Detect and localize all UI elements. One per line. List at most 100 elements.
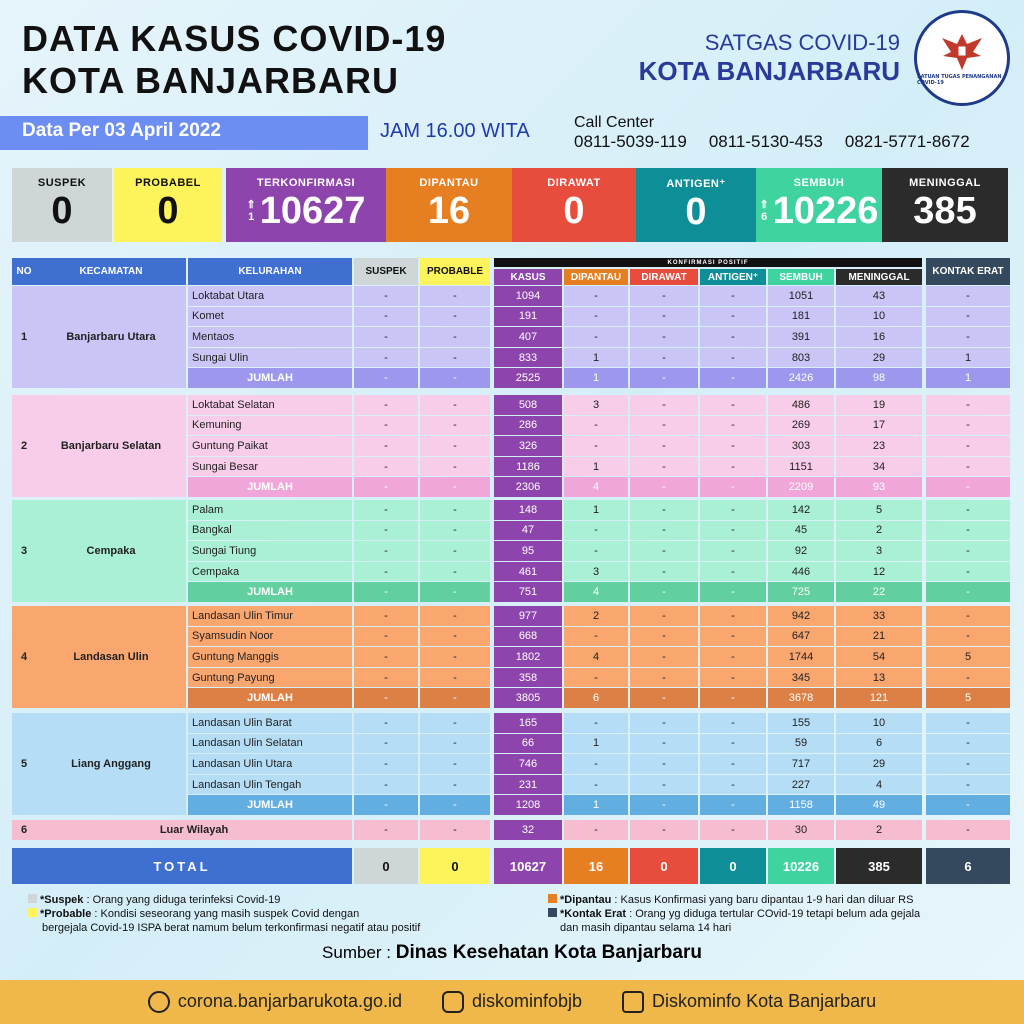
table-cell: - bbox=[420, 582, 490, 602]
table-cell: 269 bbox=[768, 415, 834, 436]
table-cell: - bbox=[354, 582, 418, 602]
table-cell: - bbox=[420, 477, 490, 497]
column-header: PROBABLE bbox=[420, 258, 490, 285]
table-cell: 3678 bbox=[768, 688, 834, 708]
table-cell: 2306 bbox=[494, 477, 562, 497]
table-cell: - bbox=[630, 688, 698, 708]
table-cell: 486 bbox=[768, 395, 834, 415]
table-cell: 1208 bbox=[494, 795, 562, 815]
table-cell: - bbox=[700, 395, 766, 415]
total-cell: 0 bbox=[420, 848, 490, 884]
table-cell: - bbox=[420, 286, 490, 306]
table-cell: 1051 bbox=[768, 286, 834, 306]
table-cell: 1802 bbox=[494, 647, 562, 667]
table-cell: - bbox=[926, 713, 1010, 733]
table-cell: - bbox=[420, 774, 490, 795]
summary-value: 16 bbox=[428, 189, 470, 233]
table-cell: 1 bbox=[926, 368, 1010, 388]
table-cell: - bbox=[630, 415, 698, 436]
table-cell: - bbox=[354, 541, 418, 561]
website-link[interactable]: corona.banjarbarukota.go.id bbox=[147, 991, 402, 1014]
table-cell: 95 bbox=[494, 541, 562, 561]
table-cell: - bbox=[354, 647, 418, 667]
call-center: Call Center 0811-5039-119 0811-5130-453 … bbox=[574, 114, 970, 151]
kecamatan-name: Liang Anggang bbox=[36, 713, 186, 815]
table-cell: - bbox=[420, 647, 490, 667]
summary-label: SUSPEK bbox=[37, 177, 87, 189]
table-cell: 508 bbox=[494, 395, 562, 415]
table-cell: - bbox=[926, 774, 1010, 795]
table-cell: - bbox=[926, 456, 1010, 477]
table-cell: 668 bbox=[494, 626, 562, 647]
table-cell: - bbox=[420, 606, 490, 626]
table-cell: - bbox=[700, 795, 766, 815]
phone-number: 0811-5130-453 bbox=[708, 132, 823, 151]
table-cell: 92 bbox=[768, 541, 834, 561]
table-cell: - bbox=[420, 436, 490, 456]
table-cell: 833 bbox=[494, 347, 562, 368]
table-cell: 2 bbox=[836, 820, 922, 840]
table-cell: - bbox=[564, 306, 628, 327]
table-cell: 22 bbox=[836, 582, 922, 602]
summary-value: 0 bbox=[563, 189, 584, 233]
facebook-link[interactable]: Diskominfo Kota Banjarbaru bbox=[622, 991, 876, 1014]
table-cell: - bbox=[354, 688, 418, 708]
kelurahan-name: Landasan Ulin Tengah bbox=[188, 774, 352, 795]
jumlah-label: JUMLAH bbox=[188, 688, 352, 708]
kecamatan-name: Landasan Ulin bbox=[36, 606, 186, 708]
table-cell: - bbox=[630, 306, 698, 327]
table-cell: 1 bbox=[926, 347, 1010, 368]
table-cell: 17 bbox=[836, 415, 922, 436]
dipantau-swatch bbox=[548, 894, 557, 903]
table-cell: - bbox=[926, 286, 1010, 306]
column-header: SUSPEK bbox=[354, 258, 418, 285]
table-cell: - bbox=[630, 561, 698, 582]
table-cell: - bbox=[926, 500, 1010, 520]
table-cell: - bbox=[564, 667, 628, 688]
kelurahan-name: Landasan Ulin Utara bbox=[188, 754, 352, 774]
table-cell: 19 bbox=[836, 395, 922, 415]
table-cell: - bbox=[926, 667, 1010, 688]
table-cell: 3 bbox=[836, 541, 922, 561]
kelurahan-name: Palam bbox=[188, 500, 352, 520]
row-number: 4 bbox=[12, 606, 36, 708]
table-cell: 4 bbox=[564, 477, 628, 497]
table-cell: - bbox=[630, 647, 698, 667]
table-cell: - bbox=[700, 477, 766, 497]
instagram-link[interactable]: diskominfobjb bbox=[441, 991, 582, 1014]
table-cell: - bbox=[354, 561, 418, 582]
table-cell: 461 bbox=[494, 561, 562, 582]
table-cell: - bbox=[564, 626, 628, 647]
table-cell: 5 bbox=[836, 500, 922, 520]
table-cell: 10 bbox=[836, 713, 922, 733]
table-cell: - bbox=[630, 626, 698, 647]
table-cell: 32 bbox=[494, 820, 562, 840]
summary-card-probabel: PROBABEL 0 bbox=[114, 168, 222, 242]
table-cell: 29 bbox=[836, 754, 922, 774]
table-cell: 803 bbox=[768, 347, 834, 368]
table-cell: 21 bbox=[836, 626, 922, 647]
table-cell: 181 bbox=[768, 306, 834, 327]
table-cell: - bbox=[354, 713, 418, 733]
summary-card-sembuh: SEMBUH ⇑ 6 10226 bbox=[756, 168, 882, 242]
table-cell: 13 bbox=[836, 667, 922, 688]
kecamatan-name: Luar Wilayah bbox=[36, 820, 352, 840]
table-cell: - bbox=[564, 713, 628, 733]
kelurahan-name: Bangkal bbox=[188, 520, 352, 541]
table-cell: - bbox=[630, 520, 698, 541]
table-cell: 4 bbox=[836, 774, 922, 795]
row-number: 5 bbox=[12, 713, 36, 815]
table-cell: - bbox=[630, 436, 698, 456]
value-number: 10226 bbox=[772, 190, 879, 232]
table-cell: 407 bbox=[494, 327, 562, 347]
summary-label: DIRAWAT bbox=[547, 177, 601, 189]
table-cell: 977 bbox=[494, 606, 562, 626]
row-number: 1 bbox=[12, 286, 36, 388]
table-cell: - bbox=[630, 733, 698, 754]
table-cell: 1 bbox=[564, 456, 628, 477]
source: Sumber : Dinas Kesehatan Kota Banjarbaru bbox=[322, 942, 702, 963]
summary-card-dirawat: DIRAWAT 0 bbox=[512, 168, 636, 242]
table-cell: - bbox=[354, 347, 418, 368]
table-cell: - bbox=[700, 561, 766, 582]
suspek-swatch bbox=[28, 894, 37, 903]
